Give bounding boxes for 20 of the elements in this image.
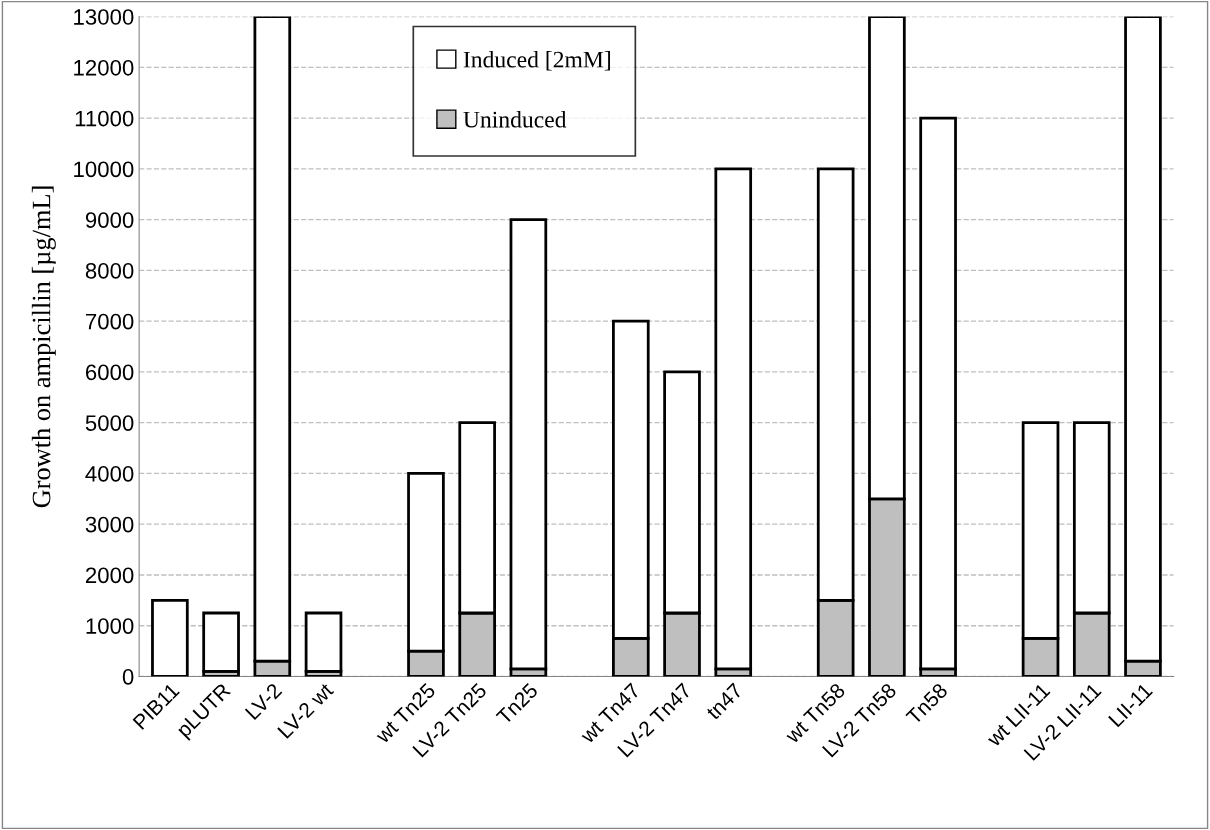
bar (151, 598, 189, 677)
y-tick-label: 1000 (86, 618, 134, 634)
y-tick-label: 7000 (86, 313, 134, 330)
y-tick-label: 6000 (85, 364, 134, 381)
y-tick-label: 11000 (75, 110, 134, 127)
y-tick-label: 5000 (85, 415, 134, 431)
legend-label: Induced [2mM] (463, 50, 610, 71)
bar (202, 611, 240, 673)
y-tick-label: 3000 (85, 516, 134, 533)
y-tick-label: 8000 (85, 262, 134, 279)
y-tick-label: 0 (122, 668, 134, 685)
y-tick-label: 2000 (85, 567, 134, 584)
bar (304, 611, 343, 673)
y-tick-label: 4000 (85, 465, 134, 482)
y-tick-label: 13000 (74, 9, 134, 25)
y-axis-title: Growth on ampicillin [µg/mL] (31, 186, 56, 508)
legend-label: Uninduced (463, 111, 567, 128)
y-tick-label: 10000 (74, 161, 134, 178)
y-tick-label: 12000 (74, 59, 134, 76)
y-tick-label: 9000 (85, 212, 134, 228)
